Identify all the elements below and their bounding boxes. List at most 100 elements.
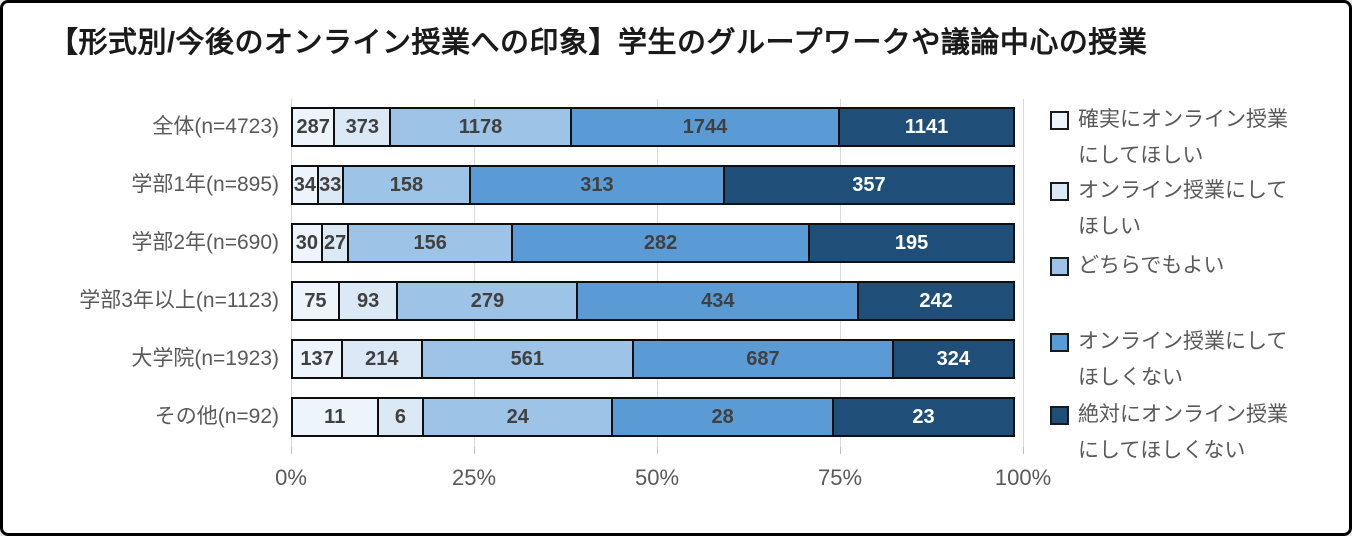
bar-value-label: 1744 [682,115,728,138]
row-label: 大学院(n=1923) [131,347,279,370]
legend-item: 絶対にオンライン授業 にしてほしくない [1050,397,1326,469]
bar-value-label: 137 [300,347,334,370]
bar-value-label: 434 [701,289,735,312]
bar-value-label: 24 [506,405,529,428]
x-axis-label: 75% [817,465,863,490]
bar-row: 11 6 24 28 23 [291,397,1023,437]
bar-segment: 279 [396,281,579,321]
bar-value-label: 6 [394,405,406,428]
legend-label: 確実にオンライン授業 にしてほしい [1078,108,1288,167]
legend-label: 絶対にオンライン授業 にしてほしくない [1078,403,1288,462]
bar-segment: 242 [857,281,1015,321]
bar-value-label: 23 [912,405,935,428]
x-axis-label: 100% [994,465,1052,490]
bar-segment: 434 [576,281,860,321]
bar-row: 34 33 158 313 357 [291,165,1023,205]
row-label: 学部1年(n=895) [131,173,279,196]
bar-value-label: 30 [295,231,319,254]
bar-value-label: 75 [304,289,327,312]
bar-value-label: 158 [389,173,424,196]
bar-value-label: 214 [365,347,399,370]
bar-value-label: 33 [319,173,342,196]
bar-segment: 158 [341,165,471,205]
axis-tick [840,447,841,454]
bar-value-label: 313 [580,173,614,196]
bar-value-label: 373 [345,115,380,138]
bar-segment: 33 [316,165,344,205]
bar-segment: 6 [376,397,425,437]
bar-segment: 93 [337,281,399,321]
bar-row: 137 214 561 687 324 [291,339,1023,379]
bar-segment: 156 [347,223,513,263]
bar-value-label: 561 [510,347,545,370]
bar-segment: 28 [611,397,834,437]
bar-value-label: 687 [746,347,780,370]
bar-row: 30 27 156 282 195 [291,223,1023,263]
bar-segment: 687 [632,339,894,379]
bar-segment: 195 [808,223,1015,263]
legend-item: どちらでもよい [1050,248,1326,284]
bar-segment: 137 [291,339,344,379]
bar-segment: 1141 [838,107,1015,147]
legend-label: オンライン授業にして ほしい [1078,179,1288,238]
bar-value-label: 156 [413,231,447,254]
bar-segment: 282 [510,223,811,263]
bar-segment: 1744 [569,107,841,147]
gridline [657,99,658,447]
bar-segment: 313 [469,165,725,205]
gridline [840,99,841,447]
bar-value-label: 324 [936,347,970,370]
gridline [291,99,292,447]
bar-segment: 30 [291,223,323,263]
bar-value-label: 282 [643,231,678,254]
row-label: 全体(n=4723) [152,115,279,138]
bar-row: 75 93 279 434 242 [291,281,1023,321]
bar-row: 287 373 1178 1744 1141 [291,107,1023,147]
legend-label: どちらでもよい [1078,254,1225,277]
legend-swatch-icon [1050,257,1069,276]
bar-segment: 357 [722,165,1015,205]
legend-label: オンライン授業にして ほしくない [1078,330,1288,389]
bar-segment: 34 [291,165,319,205]
legend-item: オンライン授業にして ほしい [1050,173,1326,245]
plot-area [291,99,1024,454]
bar-segment: 561 [420,339,635,379]
bar-value-label: 28 [711,405,734,428]
bar-value-label: 357 [852,173,886,196]
legend: 確実にオンライン授業 にしてほしい オンライン授業にして ほしいどちらでもよいオンライ… [1050,3,1349,533]
bar-segment: 24 [422,397,614,437]
row-label: 学部2年(n=690) [131,231,279,254]
bar-segment: 373 [333,107,392,147]
legend-item: オンライン授業にして ほしくない [1050,324,1326,396]
legend-item: 確実にオンライン授業 にしてほしい [1050,102,1326,174]
chart-title: 【形式別/今後のオンライン授業への印象】学生のグループワークや議論中心の授業 [49,27,1148,59]
bar-segment: 11 [291,397,379,437]
bar-value-label: 242 [919,289,953,312]
x-axis-label: 25% [451,465,497,490]
axis-tick [474,447,475,454]
row-label: 学部3年以上(n=1123) [79,289,279,312]
gridline [474,99,475,447]
bar-value-label: 11 [324,405,346,428]
bar-value-label: 93 [357,289,380,312]
x-axis-label: 50% [634,465,680,490]
bar-value-label: 287 [296,115,330,138]
axis-tick [657,447,658,454]
axis-tick [291,447,292,454]
bar-value-label: 27 [324,231,347,254]
bar-segment: 23 [831,397,1015,437]
bar-segment: 214 [341,339,423,379]
legend-swatch-icon [1050,333,1069,352]
gridline [1023,99,1024,447]
row-label: その他(n=92) [154,405,279,428]
legend-swatch-icon [1050,406,1069,425]
bar-segment: 287 [291,107,336,147]
bar-value-label: 1178 [458,115,503,138]
bar-segment: 324 [891,339,1015,379]
legend-swatch-icon [1050,111,1069,130]
legend-swatch-icon [1050,182,1069,201]
bar-segment: 75 [291,281,340,321]
bar-value-label: 195 [894,231,929,254]
x-axis-label: 0% [275,465,307,490]
